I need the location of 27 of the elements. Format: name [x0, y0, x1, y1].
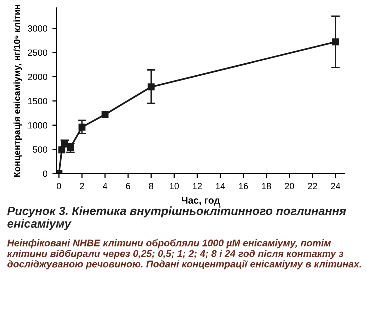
y-tick-label: 2500	[28, 50, 48, 56]
x-tick-label: 10	[170, 183, 180, 190]
x-tick-label: 20	[285, 183, 294, 190]
text: Рисунок 3. Кінетика внутрішньоклітинного поглинання енісаміуму	[8, 206, 346, 230]
y-tick-label: 2000	[28, 74, 48, 80]
x-tick-label: 12	[193, 183, 202, 190]
point	[58, 146, 66, 154]
point	[102, 111, 109, 118]
y-tick-label: 1000	[28, 122, 48, 129]
x-tick-label: 6	[126, 183, 130, 190]
y-tick-label: 500	[33, 146, 48, 153]
y-axis-title: Концентрація енісаміуму, нг/10⁶ клітин	[14, 5, 22, 177]
x-tick-label: 14	[216, 183, 226, 190]
x-tick-label: 16	[239, 183, 248, 190]
y-tick-label: 1500	[28, 98, 48, 105]
point	[148, 84, 155, 91]
x-tick-label: 4	[102, 183, 108, 190]
x-tick-label: 2	[80, 183, 84, 190]
x-tick-label: 18	[262, 183, 272, 190]
x-axis-title: Час, год	[182, 197, 220, 206]
y-tick-label: 3000	[28, 26, 48, 32]
x-tick-label: 24	[331, 183, 341, 190]
x-tick-label: 8	[149, 183, 154, 190]
y-tick-label: 0	[43, 170, 48, 178]
text: Неінфіковані NHBE клітини обробляли 1000 µM енісаміуму, потім клітини відбирали через 0,25; 0,5; 1; 2; 4; 8 і 24 год після контакту з досліджуваною речовиною. Подані концентрації енісаміуму в клітинах.	[8, 239, 362, 270]
x-tick-label: 0	[57, 183, 62, 190]
x-tick-label: 22	[308, 183, 318, 190]
